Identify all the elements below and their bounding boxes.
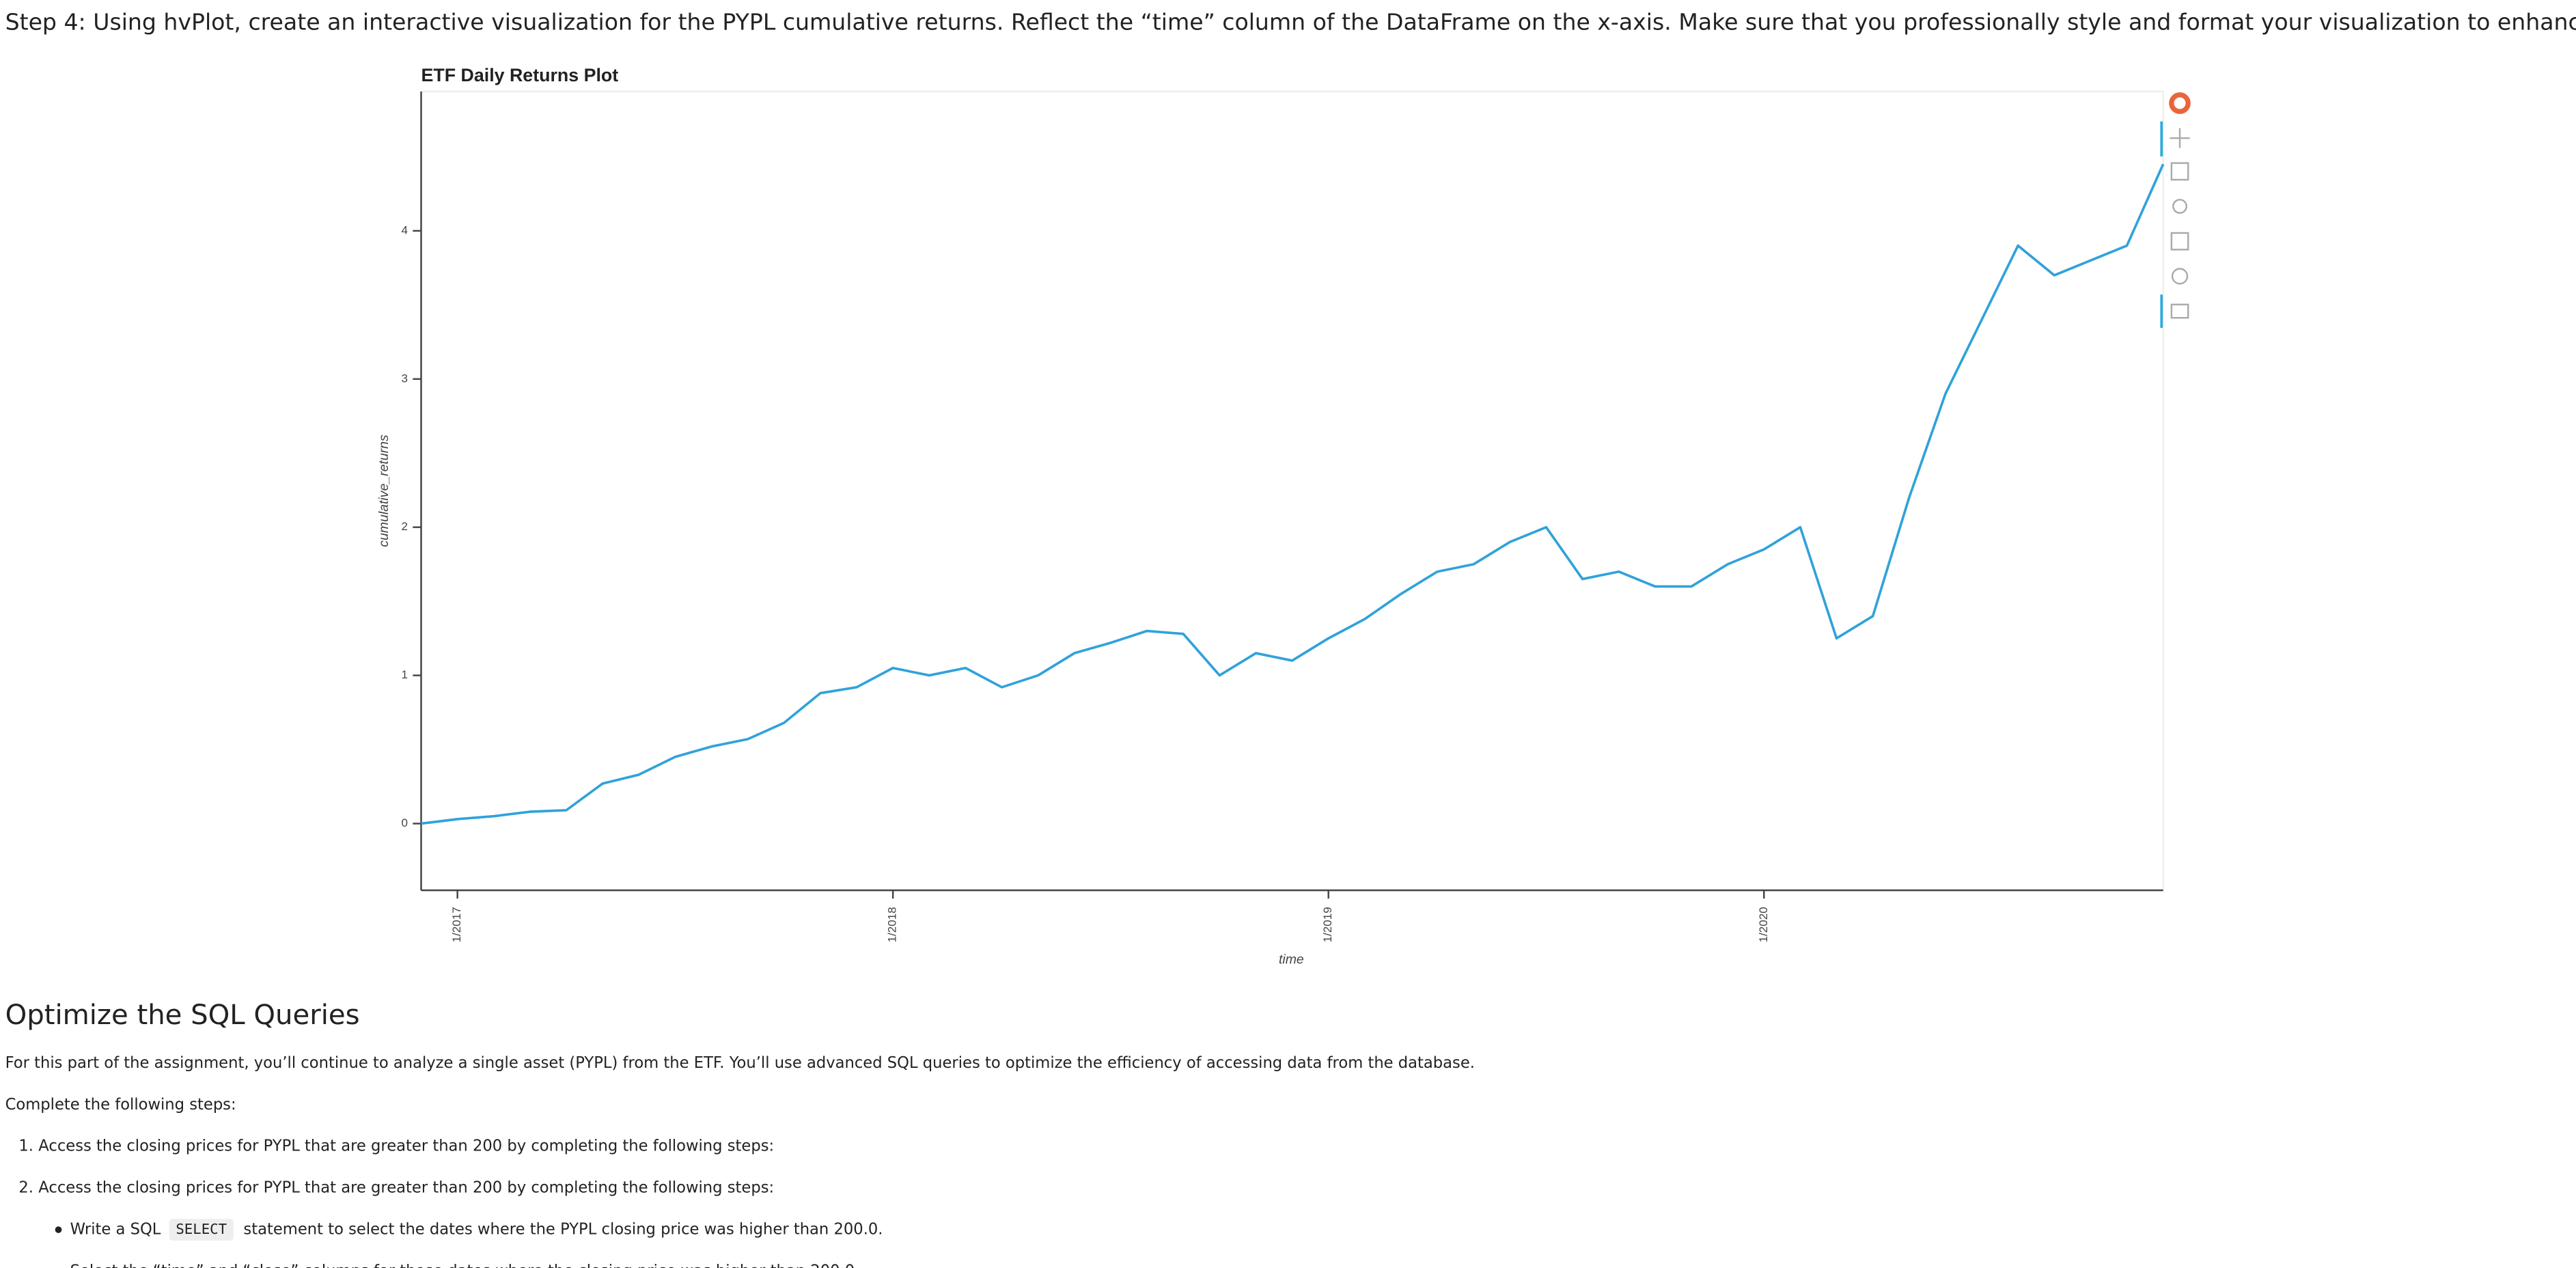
paragraph: Complete the following steps: bbox=[5, 1096, 236, 1114]
pan-tool[interactable] bbox=[2170, 128, 2190, 148]
list-item: Access the closing prices for PYPL that … bbox=[38, 1179, 774, 1197]
list-item: Write a SQL bbox=[70, 1220, 161, 1238]
list-number: 1. bbox=[18, 1138, 33, 1155]
wheel-zoom-tool[interactable] bbox=[2172, 199, 2187, 214]
paragraph: For this part of the assignment, you’ll … bbox=[5, 1054, 1475, 1072]
inline-code: SELECT bbox=[176, 1221, 227, 1237]
x-tick-label: 1/2019 bbox=[1321, 907, 1334, 942]
list-item: Access the closing prices for PYPL that … bbox=[38, 1138, 774, 1155]
list-item: Select the “time” and “close” columns fo… bbox=[70, 1262, 860, 1268]
box-zoom-tool[interactable] bbox=[2170, 162, 2189, 181]
list-number: 2. bbox=[18, 1179, 33, 1197]
bullet bbox=[55, 1226, 62, 1233]
y-tick-label: 2 bbox=[402, 520, 408, 533]
y-tick-label: 1 bbox=[402, 668, 408, 681]
bokeh-logo[interactable] bbox=[2169, 92, 2191, 114]
y-tick-label: 0 bbox=[402, 816, 408, 829]
x-tick-label: 1/2017 bbox=[450, 907, 463, 942]
data-line bbox=[421, 163, 2165, 825]
toolbar bbox=[2160, 92, 2191, 328]
x-tick-label: 1/2020 bbox=[1757, 907, 1770, 942]
reset-tool[interactable] bbox=[2171, 268, 2189, 285]
hover-tool[interactable] bbox=[2170, 303, 2189, 319]
y-tick-label: 3 bbox=[402, 372, 408, 385]
chart-title: ETF Daily Returns Plot bbox=[421, 65, 619, 85]
plot-frame bbox=[420, 90, 2164, 892]
x-axis-label: time bbox=[1279, 952, 1304, 967]
y-tick-label: 4 bbox=[402, 223, 408, 236]
save-tool[interactable] bbox=[2170, 232, 2189, 251]
list-item: statement to select the dates where the … bbox=[243, 1220, 883, 1238]
step-text: Step 4: Using hvPlot, create an interact… bbox=[5, 9, 2576, 36]
y-axis-label: cumulative_returns bbox=[376, 435, 391, 547]
code-background bbox=[169, 1219, 234, 1241]
section-title: Optimize the SQL Queries bbox=[5, 1000, 360, 1031]
x-tick-label: 1/2018 bbox=[886, 907, 899, 942]
